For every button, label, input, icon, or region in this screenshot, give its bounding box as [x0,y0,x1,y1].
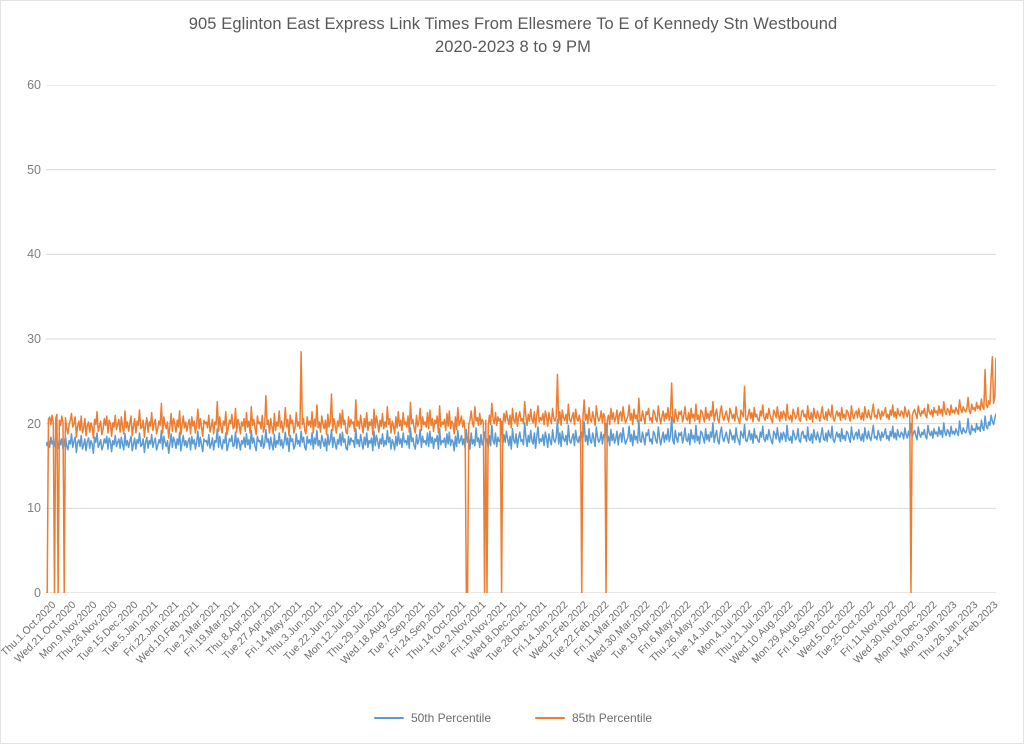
legend-label: 85th Percentile [572,711,653,725]
legend-entry[interactable]: 50th Percentile [373,711,491,725]
chart-title-line1: 905 Eglinton East Express Link Times Fro… [188,15,838,33]
chart-legend: 50th Percentile 85th Percentile [1,711,1023,725]
legend-color-swatch [535,716,565,720]
series-line [46,350,996,593]
gridlines [46,85,996,593]
legend-entry[interactable]: 85th Percentile [535,711,652,725]
y-axis-tick-label: 20 [27,416,41,431]
legend-label: 50th Percentile [410,711,491,725]
chart-title-line2: 2020-2023 8 to 9 PM [434,38,591,56]
y-axis-tick-label: 50 [27,162,41,177]
y-axis-tick-label: 0 [34,586,41,600]
plot-svg [46,85,996,593]
series-line [46,413,996,455]
y-axis-tick-label: 10 [27,501,41,516]
y-axis-tick-label: 60 [27,78,41,92]
plot-area [46,85,996,593]
series-lines [46,350,996,593]
x-axis: Thu.1.Oct.2020 Wed.21.Oct.2020 Mon.9.Nov.2… [1,593,1000,703]
y-axis-tick-label: 30 [27,332,41,346]
y-axis: 0 10 20 30 40 50 60 [1,78,41,600]
y-axis-tick-label: 40 [27,247,41,262]
chart-title: 905 Eglinton East Express Link Times Fro… [1,13,1023,59]
legend-color-swatch [373,716,404,720]
